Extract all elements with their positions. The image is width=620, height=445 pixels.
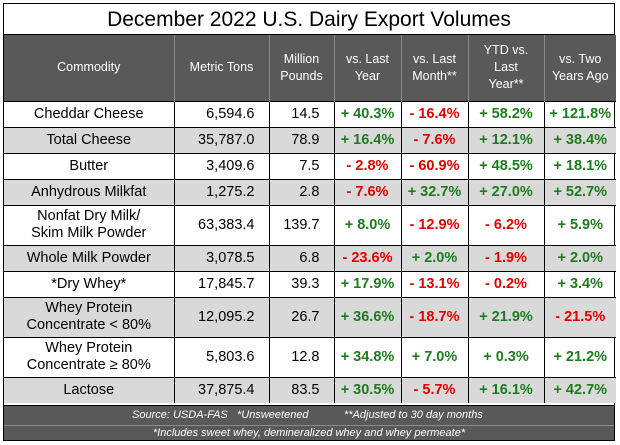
change-cell: + 8.0% xyxy=(333,204,401,245)
footer-unsweetened-note: *Unsweetened xyxy=(237,409,309,421)
change-cell: - 23.6% xyxy=(333,244,401,271)
million-pounds-cell: 39.3 xyxy=(268,270,334,297)
column-header: vs. Last Month** xyxy=(400,35,468,101)
metric-tons-cell: 37,875.4 xyxy=(173,376,269,403)
change-cell: - 13.1% xyxy=(400,270,468,297)
commodity-cell: Butter xyxy=(4,152,174,179)
change-cell: - 7.6% xyxy=(333,178,401,205)
change-cell: - 1.9% xyxy=(467,244,544,271)
table-row: Whole Milk Powder 3,078.5 6.8- 23.6% + 2.0%… xyxy=(4,244,616,271)
million-pounds-cell: 7.5 xyxy=(268,152,334,179)
change-cell: - 0.2% xyxy=(467,270,544,297)
metric-tons-cell: 5,803.6 xyxy=(173,336,269,377)
metric-tons-cell: 63,383.4 xyxy=(173,204,269,245)
change-cell: + 58.2% xyxy=(467,100,544,127)
million-pounds-cell: 2.8 xyxy=(268,178,334,205)
change-cell: + 30.5% xyxy=(333,376,401,403)
million-pounds-cell: 6.8 xyxy=(268,244,334,271)
change-cell: + 36.6% xyxy=(333,296,401,337)
table-title: December 2022 U.S. Dairy Export Volumes xyxy=(4,4,614,35)
commodity-cell: *Dry Whey* xyxy=(4,270,174,297)
million-pounds-cell: 14.5 xyxy=(268,100,334,127)
column-header: Million Pounds xyxy=(268,35,334,101)
change-cell: - 7.6% xyxy=(400,126,468,153)
change-cell: + 52.7% xyxy=(543,178,616,205)
footer-source: Source: USDA-FAS xyxy=(132,409,228,421)
metric-tons-cell: 1,275.2 xyxy=(173,178,269,205)
change-cell: + 0.3% xyxy=(467,336,544,377)
change-cell: + 34.8% xyxy=(333,336,401,377)
change-cell: - 6.2% xyxy=(467,204,544,245)
footer-whey-note: *Includes sweet whey, demineralized whey… xyxy=(4,425,614,439)
change-cell: + 17.9% xyxy=(333,270,401,297)
change-cell: - 2.8% xyxy=(333,152,401,179)
commodity-cell: Anhydrous Milkfat xyxy=(4,178,174,205)
column-header: vs. Two Years Ago xyxy=(543,35,616,101)
header-row: Commodity Metric Tons Million Pounds vs. Las… xyxy=(4,35,616,101)
table-row: *Dry Whey* 17,845.7 39.3 + 17.9% - 13.1% - 0.… xyxy=(4,270,616,297)
metric-tons-cell: 35,787.0 xyxy=(173,126,269,153)
commodity-cell: Whey Protein Concentrate < 80% xyxy=(4,296,174,337)
column-header: vs. Last Year xyxy=(333,35,401,101)
commodity-cell: Cheddar Cheese xyxy=(4,100,174,127)
change-cell: + 5.9% xyxy=(543,204,616,245)
change-cell: + 2.0% xyxy=(400,244,468,271)
change-cell: - 5.7% xyxy=(400,376,468,403)
change-cell: + 7.0% xyxy=(400,336,468,377)
commodity-cell: Whey Protein Concentrate ≥ 80% xyxy=(4,336,174,377)
change-cell: + 48.5% xyxy=(467,152,544,179)
commodity-cell: Nonfat Dry Milk/Skim Milk Powder xyxy=(4,204,174,245)
change-cell: + 42.7% xyxy=(543,376,616,403)
metric-tons-cell: 3,409.6 xyxy=(173,152,269,179)
table-row: Cheddar Cheese 6,594.6 14.5 + 40.3% - 16.4% +… xyxy=(4,100,616,127)
commodity-cell: Lactose xyxy=(4,376,174,403)
table-row: Total Cheese 35,787.0 78.9 + 16.4% - 7.6% + 1… xyxy=(4,126,616,153)
change-cell: - 21.5% xyxy=(543,296,616,337)
change-cell: + 18.1% xyxy=(543,152,616,179)
change-cell: - 60.9% xyxy=(400,152,468,179)
change-cell: + 21.9% xyxy=(467,296,544,337)
table-row: Anhydrous Milkfat 1,275.2 2.8- 7.6% + 32.7%… xyxy=(4,178,616,205)
change-cell: - 16.4% xyxy=(400,100,468,127)
commodity-cell: Total Cheese xyxy=(4,126,174,153)
million-pounds-cell: 12.8 xyxy=(268,336,334,377)
change-cell: - 18.7% xyxy=(400,296,468,337)
column-header: YTD vs. Last Year** xyxy=(467,35,544,101)
table-row: Lactose 37,875.4 83.5 + 30.5% - 5.7% + 16.1% +… xyxy=(4,376,616,403)
change-cell: + 12.1% xyxy=(467,126,544,153)
change-cell: + 21.2% xyxy=(543,336,616,377)
metric-tons-cell: 17,845.7 xyxy=(173,270,269,297)
metric-tons-cell: 12,095.2 xyxy=(173,296,269,337)
export-volumes-table: Commodity Metric Tons Million Pounds vs. Las… xyxy=(4,35,616,403)
table-row: Whey Protein Concentrate ≥ 80% 5,803.6 12.8… xyxy=(4,336,616,377)
change-cell: + 2.0% xyxy=(543,244,616,271)
metric-tons-cell: 3,078.5 xyxy=(173,244,269,271)
commodity-cell: Whole Milk Powder xyxy=(4,244,174,271)
million-pounds-cell: 83.5 xyxy=(268,376,334,403)
change-cell: + 40.3% xyxy=(333,100,401,127)
metric-tons-cell: 6,594.6 xyxy=(173,100,269,127)
change-cell: + 27.0% xyxy=(467,178,544,205)
change-cell: + 38.4% xyxy=(543,126,616,153)
table-row: Butter 3,409.6 7.5- 2.8% - 60.9% + 48.5% + 18… xyxy=(4,152,616,179)
million-pounds-cell: 78.9 xyxy=(268,126,334,153)
million-pounds-cell: 26.7 xyxy=(268,296,334,337)
change-cell: + 16.4% xyxy=(333,126,401,153)
change-cell: + 121.8% xyxy=(543,100,616,127)
table-footer: Source: USDA-FAS *Unsweetened **Adjusted… xyxy=(4,405,614,440)
table-row: Whey Protein Concentrate < 80% 12,095.2 26.… xyxy=(4,296,616,337)
change-cell: + 3.4% xyxy=(543,270,616,297)
column-header: Commodity xyxy=(4,35,174,101)
change-cell: + 32.7% xyxy=(400,178,468,205)
change-cell: - 12.9% xyxy=(400,204,468,245)
change-cell: + 16.1% xyxy=(467,376,544,403)
footer-adjusted-note: **Adjusted to 30 day months xyxy=(344,409,483,421)
million-pounds-cell: 139.7 xyxy=(268,204,334,245)
dairy-export-table-figure: December 2022 U.S. Dairy Export Volumes … xyxy=(3,3,616,441)
table-body: Cheddar Cheese 6,594.6 14.5 + 40.3% - 16.4% +… xyxy=(4,100,616,403)
table-row: Nonfat Dry Milk/Skim Milk Powder 63,383.4… xyxy=(4,204,616,245)
column-header: Metric Tons xyxy=(173,35,269,101)
